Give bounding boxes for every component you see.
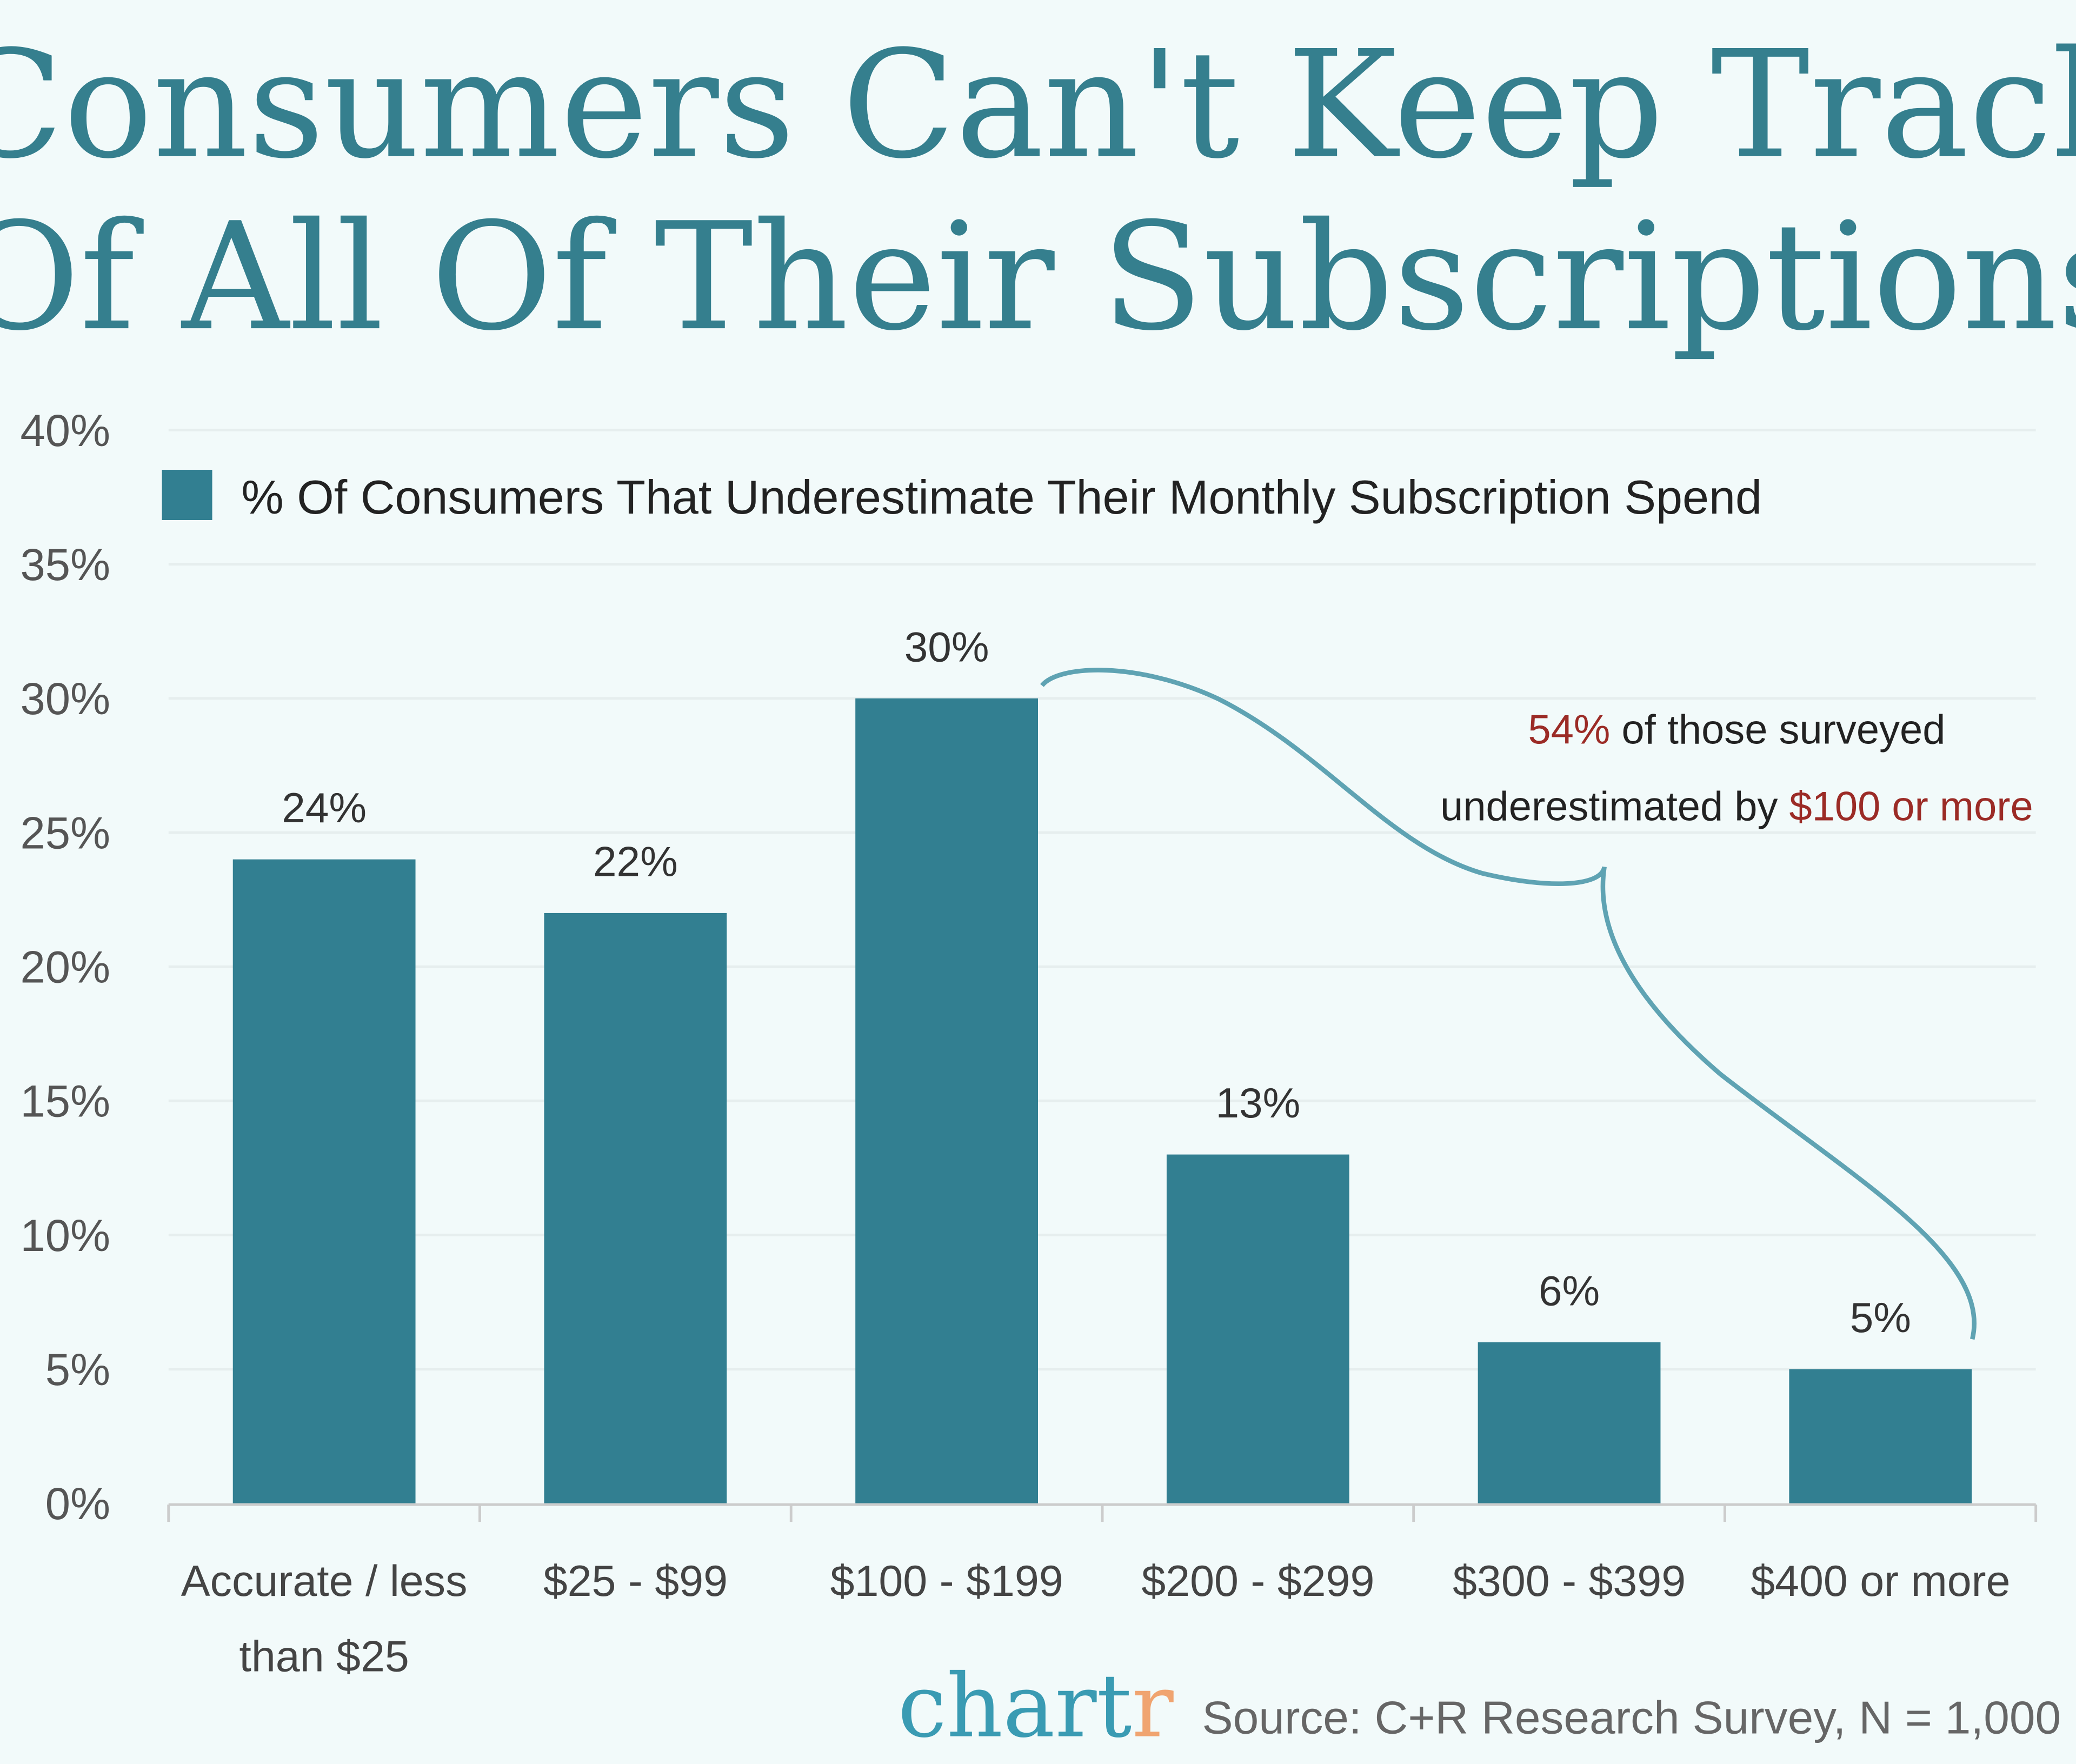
data-label: 30% <box>904 623 989 670</box>
y-axis-ticks: 0% 5% 10% 15% 20% 25% 30% 35% 40% <box>20 405 110 1529</box>
x-axis-labels: Accurate / less than $25 $25 - $99 $100 - $… <box>167 1505 2038 1681</box>
x-tick-label: than $25 <box>239 1633 409 1681</box>
y-tick-label: 30% <box>20 674 110 724</box>
source-note: Source: C+R Research Survey, N = 1,000 <box>1202 1692 2061 1744</box>
data-label: 5% <box>1850 1294 1911 1341</box>
legend-label: % Of Consumers That Underestimate Their … <box>241 470 1762 524</box>
gridlines <box>168 429 2036 1371</box>
x-tick-label: Accurate / less <box>181 1557 468 1606</box>
chart-title-line-2: Of All Of Their Subscriptions <box>0 191 2076 363</box>
y-tick-label: 25% <box>20 808 110 858</box>
y-tick-label: 20% <box>20 942 110 993</box>
bar <box>855 698 1038 1503</box>
chart-title-line-1: Consumers Can't Keep Track <box>0 19 2076 191</box>
annotation-highlight-pct: 54% <box>1528 707 1611 753</box>
x-tick-label: $100 - $199 <box>830 1557 1063 1606</box>
bar <box>1166 1154 1349 1503</box>
data-label: 13% <box>1215 1079 1300 1127</box>
annotation-brace <box>1040 668 1977 1340</box>
y-tick-label: 5% <box>45 1344 110 1395</box>
x-tick-label: $400 or more <box>1751 1557 2010 1606</box>
bar <box>1789 1369 1972 1503</box>
data-label: 24% <box>282 784 367 831</box>
y-tick-label: 40% <box>20 405 110 456</box>
chartr-logo: chartr <box>898 1656 1174 1758</box>
annotation-highlight-amount: $100 or more <box>1789 784 2033 830</box>
data-label: 22% <box>593 837 678 885</box>
x-tick-label: $25 - $99 <box>543 1557 728 1606</box>
y-tick-label: 35% <box>20 540 110 590</box>
annotation-line-2: underestimated by $100 or more <box>1440 784 2033 830</box>
bar <box>544 913 727 1503</box>
bar <box>232 859 416 1503</box>
legend-swatch <box>162 469 212 521</box>
annotation-line-1: 54% of those surveyed <box>1528 707 1946 753</box>
bar <box>1478 1342 1661 1503</box>
annotation-text: underestimated by <box>1440 784 1789 830</box>
annotation-text: of those surveyed <box>1610 707 1945 753</box>
x-tick-label: $200 - $299 <box>1141 1557 1374 1606</box>
y-tick-label: 10% <box>20 1210 110 1261</box>
y-tick-label: 0% <box>45 1479 110 1529</box>
bars: 24% 22% 30% 13% 6% 5% <box>232 623 1972 1503</box>
data-label: 6% <box>1539 1267 1600 1314</box>
x-tick-label: $300 - $399 <box>1453 1557 1686 1606</box>
y-tick-label: 15% <box>20 1076 110 1127</box>
